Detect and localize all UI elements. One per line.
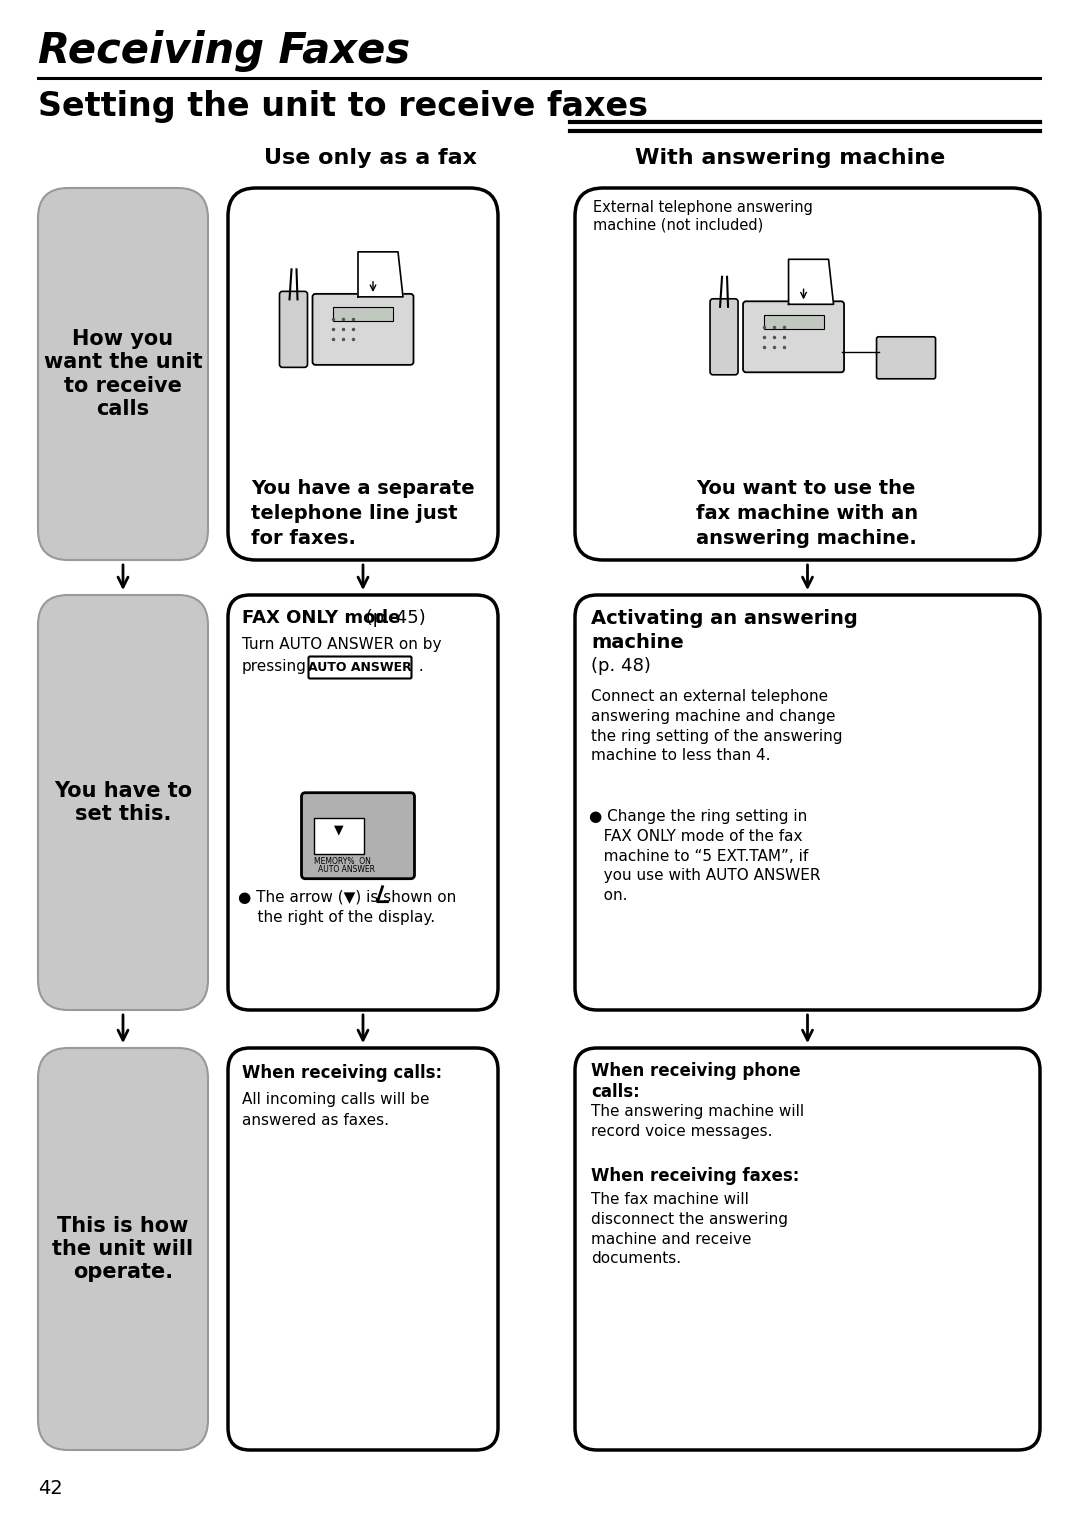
Text: External telephone answering
machine (not included): External telephone answering machine (no…: [593, 200, 813, 232]
Text: .: .: [414, 659, 423, 674]
Text: pressing: pressing: [242, 659, 307, 674]
FancyBboxPatch shape: [710, 299, 738, 375]
Text: Connect an external telephone
answering machine and change
the ring setting of t: Connect an external telephone answering …: [591, 690, 842, 763]
Text: When receiving calls:: When receiving calls:: [242, 1064, 442, 1082]
FancyBboxPatch shape: [38, 188, 208, 560]
Text: ● Change the ring setting in
   FAX ONLY mode of the fax
   machine to “5 EXT.TA: ● Change the ring setting in FAX ONLY mo…: [589, 809, 821, 903]
Text: Activating an answering
machine: Activating an answering machine: [591, 609, 858, 652]
Text: When receiving phone
calls:: When receiving phone calls:: [591, 1062, 800, 1100]
Text: When receiving faxes:: When receiving faxes:: [591, 1167, 799, 1186]
Polygon shape: [357, 252, 403, 298]
Text: AUTO ANSWER: AUTO ANSWER: [308, 661, 411, 674]
Text: MEMORY%  ON: MEMORY% ON: [313, 858, 370, 867]
Text: You want to use the
fax machine with an
answering machine.: You want to use the fax machine with an …: [697, 479, 919, 548]
Text: AUTO ANSWER: AUTO ANSWER: [319, 865, 376, 874]
FancyBboxPatch shape: [312, 295, 414, 365]
Text: With answering machine: With answering machine: [635, 148, 945, 168]
Text: (p. 45): (p. 45): [360, 609, 426, 627]
Text: (p. 48): (p. 48): [591, 658, 651, 674]
FancyBboxPatch shape: [575, 188, 1040, 560]
FancyBboxPatch shape: [309, 656, 411, 679]
Text: Receiving Faxes: Receiving Faxes: [38, 31, 410, 72]
Text: 42: 42: [38, 1479, 63, 1499]
Text: Setting the unit to receive faxes: Setting the unit to receive faxes: [38, 90, 648, 124]
Text: ▼: ▼: [334, 824, 343, 836]
FancyBboxPatch shape: [575, 1048, 1040, 1450]
Polygon shape: [788, 259, 834, 304]
Text: You have to
set this.: You have to set this.: [54, 781, 192, 824]
Text: How you
want the unit
to receive
calls: How you want the unit to receive calls: [43, 330, 202, 418]
Bar: [764, 314, 824, 328]
Bar: [313, 818, 364, 853]
Text: The answering machine will
record voice messages.: The answering machine will record voice …: [591, 1103, 805, 1138]
FancyBboxPatch shape: [743, 301, 845, 372]
FancyBboxPatch shape: [301, 792, 415, 879]
FancyBboxPatch shape: [228, 188, 498, 560]
Text: Use only as a fax: Use only as a fax: [264, 148, 476, 168]
Text: All incoming calls will be
answered as faxes.: All incoming calls will be answered as f…: [242, 1093, 430, 1128]
FancyBboxPatch shape: [228, 1048, 498, 1450]
Text: You have a separate
telephone line just
for faxes.: You have a separate telephone line just …: [252, 479, 475, 548]
FancyBboxPatch shape: [877, 337, 935, 378]
FancyBboxPatch shape: [575, 595, 1040, 1010]
FancyBboxPatch shape: [280, 291, 308, 368]
Text: This is how
the unit will
operate.: This is how the unit will operate.: [53, 1216, 193, 1282]
Text: FAX ONLY mode: FAX ONLY mode: [242, 609, 401, 627]
Text: Turn AUTO ANSWER on by: Turn AUTO ANSWER on by: [242, 636, 442, 652]
Bar: [333, 307, 393, 322]
Text: ● The arrow (▼) is shown on
    the right of the display.: ● The arrow (▼) is shown on the right of…: [238, 890, 456, 925]
FancyBboxPatch shape: [228, 595, 498, 1010]
FancyBboxPatch shape: [38, 595, 208, 1010]
FancyBboxPatch shape: [38, 1048, 208, 1450]
Text: The fax machine will
disconnect the answering
machine and receive
documents.: The fax machine will disconnect the answ…: [591, 1192, 788, 1267]
